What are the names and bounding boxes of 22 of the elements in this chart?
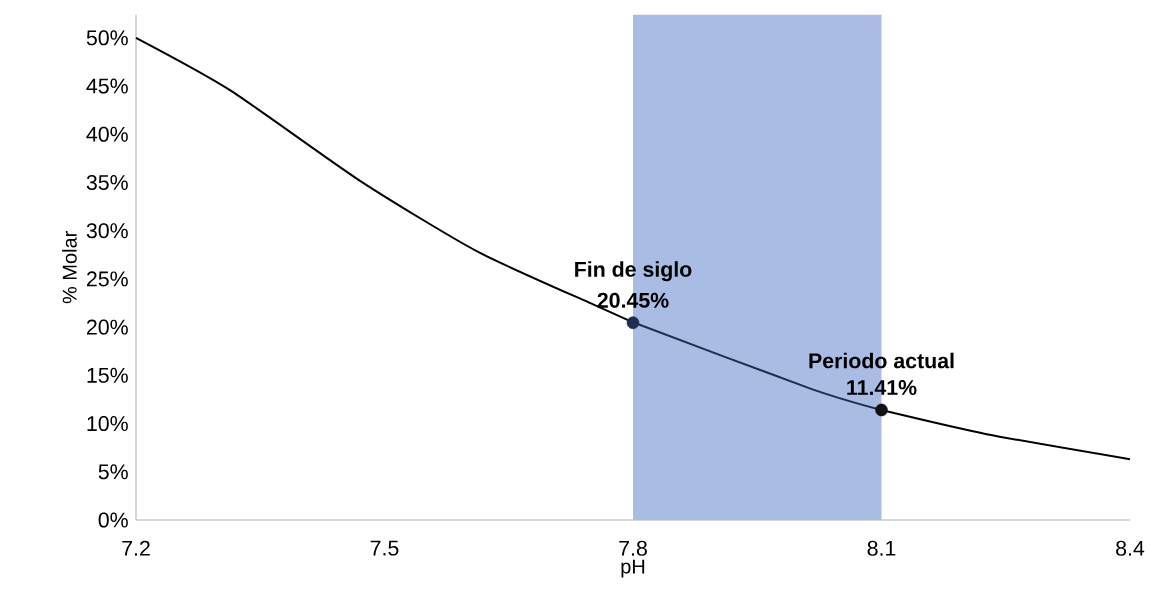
x-tick-label: 7.2 [122, 540, 150, 556]
y-tick-label: 5% [98, 464, 128, 480]
y-tick-label: 25% [86, 271, 128, 287]
y-tick-label: 15% [87, 367, 128, 383]
y-tick-label: 35% [86, 174, 128, 191]
x-tick-label: 7.5 [370, 540, 399, 556]
data-label: 11.41% [847, 380, 917, 396]
y-tick-label: 10% [87, 416, 128, 432]
y-tick-label: 20% [86, 319, 128, 335]
annotation: Periodo actual [809, 352, 954, 369]
y-tick-label: 45% [86, 78, 128, 94]
x-tick-label: 7.8 [619, 540, 647, 556]
x-tick-label: 8.4 [1116, 540, 1145, 556]
x-axis-title: pH [621, 559, 645, 578]
annotation: Fin de siglo [575, 261, 692, 282]
y-tick-label: 40% [86, 126, 128, 142]
y-tick-label: 0% [98, 512, 128, 528]
data-label: 20.45% [597, 292, 669, 308]
x-tick-label: 8.1 [867, 540, 896, 556]
y-axis-title: % Molar [62, 231, 77, 304]
y-tick-label: 30% [86, 223, 128, 239]
y-tick-label: 50% [86, 30, 128, 46]
